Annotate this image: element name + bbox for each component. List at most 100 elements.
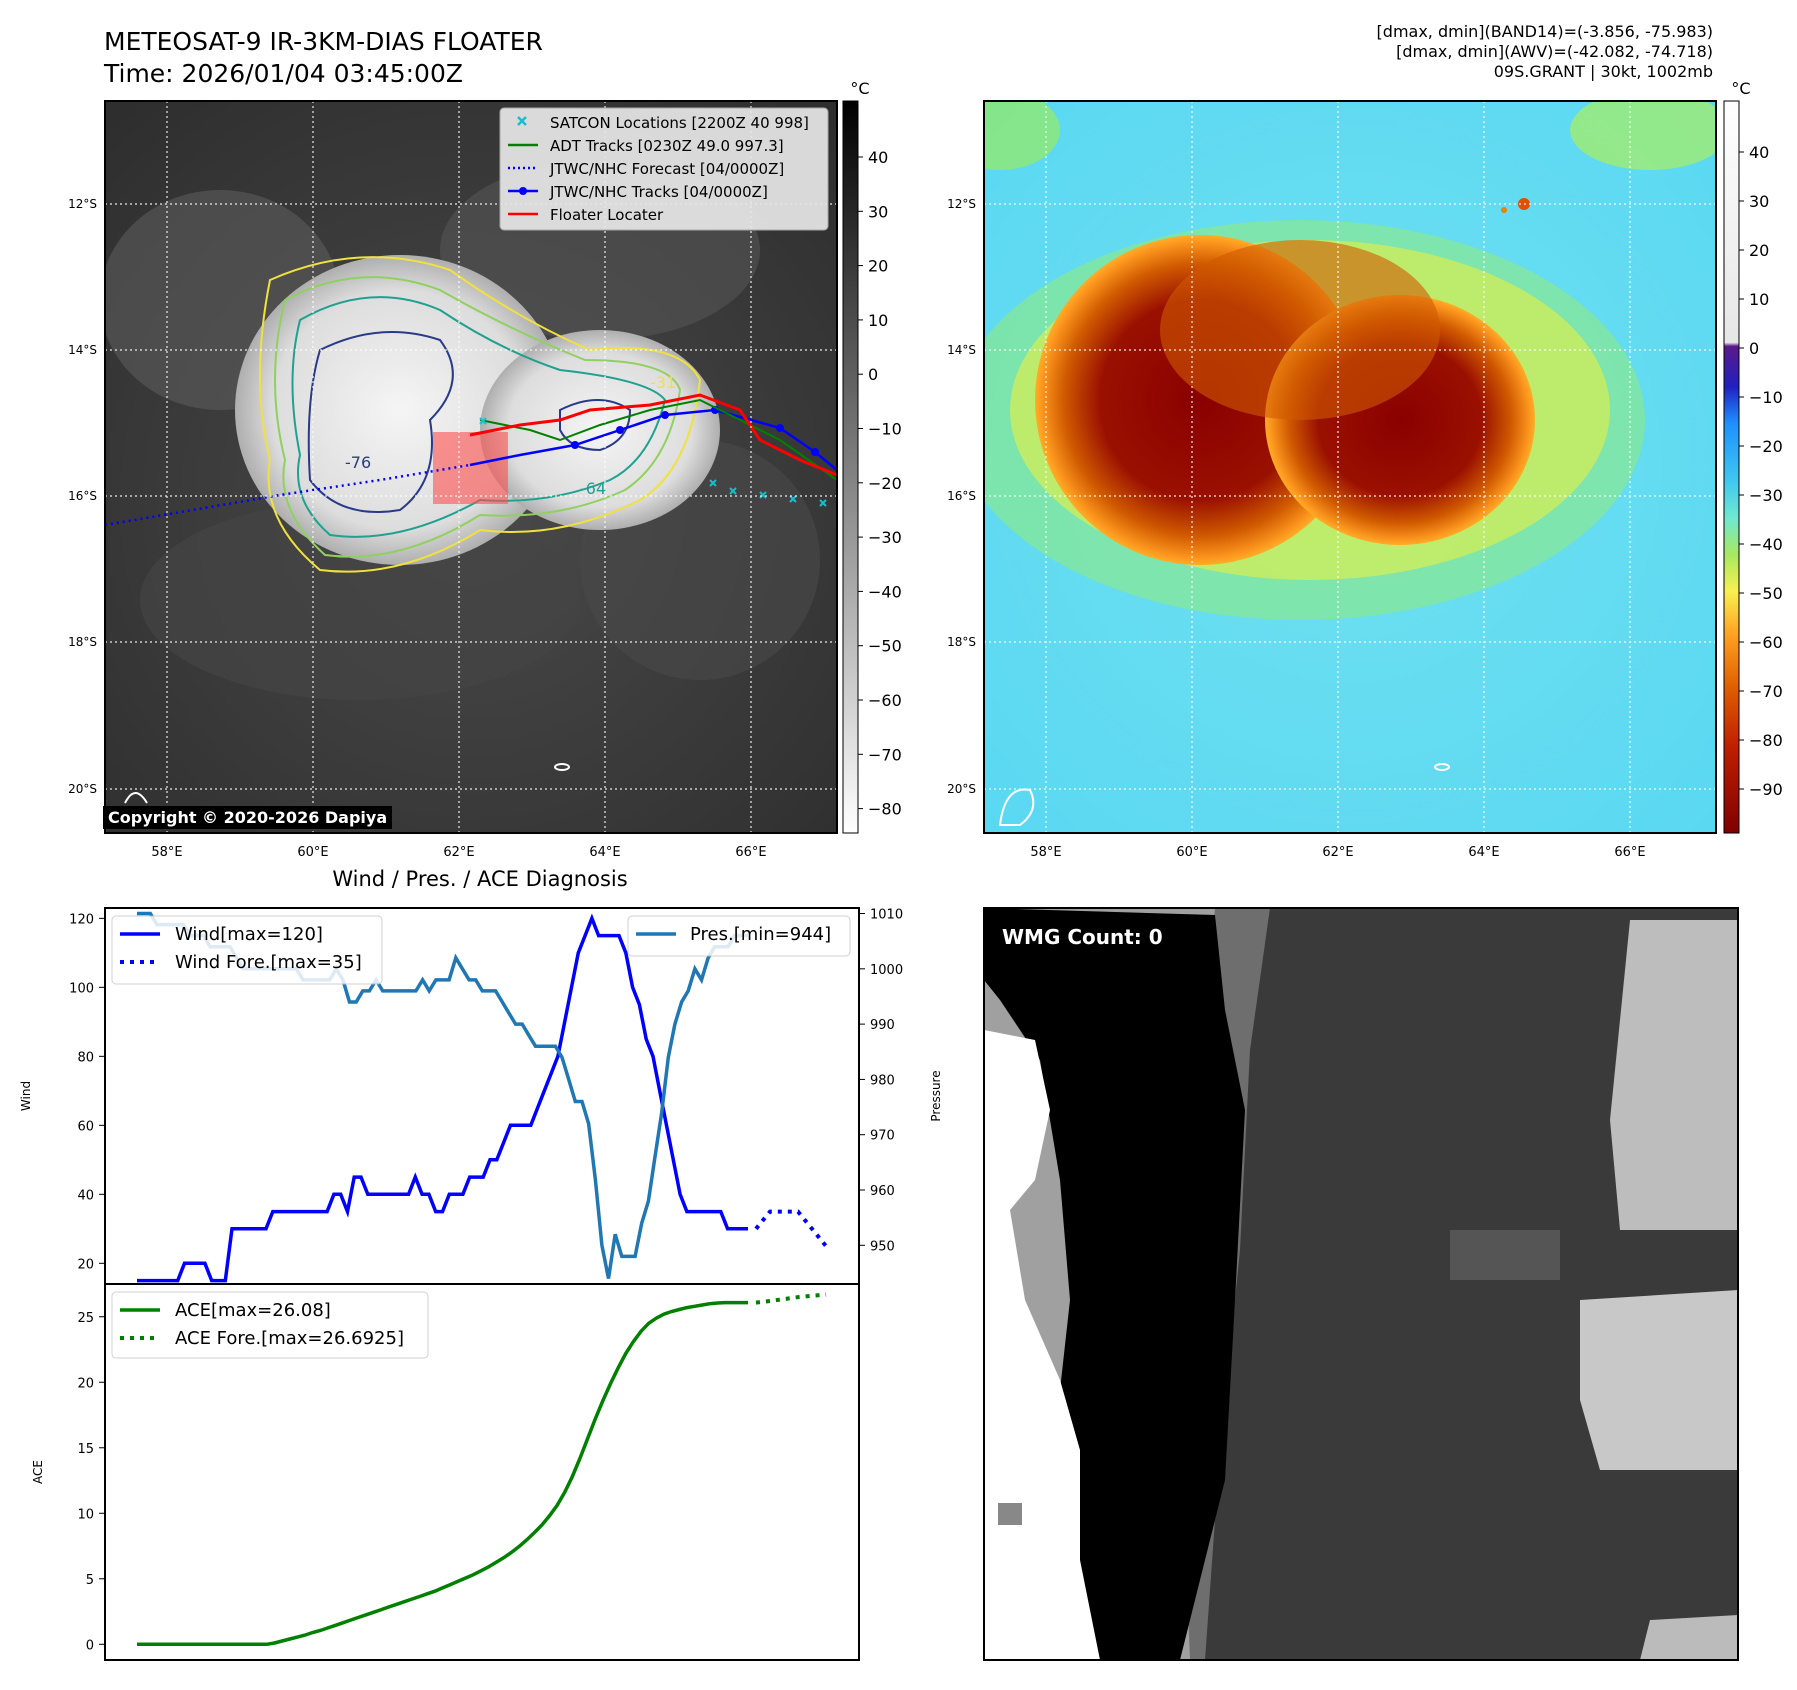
- ace-tick-label: 15: [77, 1442, 94, 1457]
- diag-title: Wind / Pres. / ACE Diagnosis: [332, 867, 627, 891]
- colorbar-tick-label: −60: [868, 691, 902, 710]
- colorbar-tick-label: 30: [868, 202, 888, 221]
- wind-tick-label: 20: [77, 1257, 94, 1272]
- svg-text:60°E: 60°E: [1176, 845, 1207, 860]
- legend-entry-satcon: SATCON Locations [2200Z 40 998]: [517, 114, 809, 132]
- svg-text:60°E: 60°E: [297, 845, 328, 860]
- wind-forecast-line: [754, 1209, 828, 1248]
- satcon-marks: [479, 417, 827, 507]
- legend-wind-fore: Wind Fore.[max=35]: [175, 952, 362, 973]
- colorbar-tick-label: −70: [868, 745, 902, 764]
- colorbar-tick-label: −50: [1749, 584, 1783, 603]
- ace-line: [137, 1300, 748, 1647]
- legend-entry-jtwc-tracks: JTWC/NHC Tracks [04/0000Z]: [508, 183, 768, 201]
- svg-text:20°S: 20°S: [68, 782, 97, 796]
- pressure-tick-label: 950: [870, 1239, 895, 1254]
- colorbar-tick-label: −70: [1749, 682, 1783, 701]
- svg-text:Floater Locater: Floater Locater: [550, 206, 664, 224]
- legend-pressure: Pres.[min=944]: [690, 924, 831, 945]
- svg-text:14°S: 14°S: [947, 343, 976, 357]
- color-gridlines: [984, 101, 1716, 833]
- svg-text:SATCON Locations [2200Z 40 998: SATCON Locations [2200Z 40 998]: [550, 114, 809, 132]
- contour-label: -64: [580, 479, 606, 498]
- colorbar-tick-label: −80: [1749, 731, 1783, 750]
- wind-line: [137, 913, 748, 1283]
- svg-text:18°S: 18°S: [947, 635, 976, 649]
- svg-text:66°E: 66°E: [1614, 845, 1645, 860]
- colorbar-tick-label: −30: [1749, 486, 1783, 505]
- svg-text:16°S: 16°S: [68, 489, 97, 503]
- ace-panel: 0 5 10 15 20 25 ACE ACE[max=26.08] ACE Fore.[…: [31, 1283, 860, 1661]
- copyright-badge: Copyright © 2020-2026 Dapiya: [103, 806, 393, 829]
- svg-text:58°E: 58°E: [1030, 845, 1061, 860]
- svg-text:JTWC/NHC Tracks [04/0000Z]: JTWC/NHC Tracks [04/0000Z]: [549, 183, 768, 201]
- pressure-tick-label: 970: [870, 1129, 895, 1144]
- contour-label: -76: [345, 453, 371, 472]
- pressure-tick-label: 1010: [870, 908, 903, 923]
- wind-tick-label: 120: [69, 912, 94, 927]
- colorbar-tick-label: −90: [1749, 780, 1783, 799]
- svg-text:64°E: 64°E: [1468, 845, 1499, 860]
- ace-tick-label: 5: [86, 1573, 94, 1588]
- ace-axis-label: ACE: [31, 1460, 45, 1484]
- ir-legend: SATCON Locations [2200Z 40 998] ADT Trac…: [499, 107, 829, 231]
- svg-text:62°E: 62°E: [443, 845, 474, 860]
- ace-tick-label: 20: [77, 1376, 94, 1391]
- pressure-tick-label: 1000: [870, 963, 903, 978]
- legend-entry-jtwc-forecast: JTWC/NHC Forecast [04/0000Z]: [508, 160, 784, 178]
- wind-pressure-panel: 20 40 60 80 100 120 950 960 970 980 990 1000 1010 W…: [19, 907, 943, 1285]
- svg-text:12°S: 12°S: [68, 197, 97, 211]
- svg-text:°C: °C: [850, 79, 869, 98]
- colorbar-tick-label: −20: [868, 474, 902, 493]
- pressure-axis-label: Pressure: [929, 1070, 943, 1121]
- title-line-2: Time: 2026/01/04 03:45:00Z: [104, 59, 463, 88]
- svg-text:16°S: 16°S: [947, 489, 976, 503]
- ir-map-panel: -76 -64 -31: [68, 79, 902, 860]
- svg-text:JTWC/NHC Forecast [04/0000Z]: JTWC/NHC Forecast [04/0000Z]: [549, 160, 784, 178]
- figure-title: METEOSAT-9 IR-3KM-DIAS FLOATER Time: 202…: [104, 26, 543, 90]
- floater-locater-line: [469, 393, 837, 477]
- colorbar-tick-label: 20: [868, 257, 888, 276]
- svg-text:18°S: 18°S: [68, 635, 97, 649]
- ir-lat-ticks: 12°S 14°S 16°S 18°S 20°S: [68, 197, 97, 796]
- svg-text:62°E: 62°E: [1322, 845, 1353, 860]
- color-imagery: [984, 101, 1716, 833]
- colorbar-tick-label: 40: [868, 148, 888, 167]
- info-band14: [dmax, dmin](BAND14)=(-3.856, -75.983): [1376, 22, 1713, 41]
- ace-tick-label: 25: [77, 1311, 94, 1326]
- wmg-count-label: WMG Count: 0: [1002, 925, 1163, 949]
- colorbar-tick-label: 30: [1749, 192, 1769, 211]
- title-line-1: METEOSAT-9 IR-3KM-DIAS FLOATER: [104, 27, 543, 56]
- pressure-legend: Pres.[min=944]: [627, 915, 851, 957]
- ace-tick-label: 10: [77, 1507, 94, 1522]
- ir-lon-ticks: 58°E 60°E 62°E 64°E 66°E: [151, 845, 766, 860]
- svg-text:20°S: 20°S: [947, 782, 976, 796]
- legend-ace: ACE[max=26.08]: [175, 1300, 331, 1321]
- legend-ace-fore: ACE Fore.[max=26.6925]: [175, 1328, 404, 1349]
- colorbar-tick-label: 40: [1749, 143, 1769, 162]
- colorbar-tick-label: −40: [1749, 535, 1783, 554]
- info-storm: 09S.GRANT | 30kt, 1002mb: [1493, 62, 1713, 81]
- colorbar-tick-label: −40: [868, 582, 902, 601]
- storm-info: [dmax, dmin](BAND14)=(-3.856, -75.983) […: [1377, 22, 1713, 82]
- colorbar-tick-label: 0: [868, 365, 878, 384]
- colorbar-tick-label: −30: [868, 528, 902, 547]
- colorbar-tick-label: −20: [1749, 437, 1783, 456]
- svg-text:14°S: 14°S: [68, 343, 97, 357]
- colorbar-tick-label: 20: [1749, 241, 1769, 260]
- svg-text:66°E: 66°E: [735, 845, 766, 860]
- legend-entry-floater: Floater Locater: [508, 206, 664, 224]
- colorbar-tick-label: −50: [868, 637, 902, 656]
- color-lon-ticks: 58°E 60°E 62°E 64°E 66°E: [1030, 845, 1645, 860]
- pressure-tick-label: 990: [870, 1018, 895, 1033]
- info-awv: [dmax, dmin](AWV)=(-42.082, -74.718): [1396, 42, 1713, 61]
- adt-track-line: [479, 398, 837, 481]
- wind-legend: Wind[max=120] Wind Fore.[max=35]: [111, 915, 383, 985]
- color-map-panel: 12°S 14°S 16°S 18°S 20°S 58°E 60°E 62°E …: [947, 79, 1783, 860]
- wind-tick-label: 40: [77, 1188, 94, 1203]
- svg-text:ADT Tracks [0230Z 49.0 997.3]: ADT Tracks [0230Z 49.0 997.3]: [550, 137, 784, 155]
- pressure-tick-label: 960: [870, 1184, 895, 1199]
- ace-legend: ACE[max=26.08] ACE Fore.[max=26.6925]: [111, 1291, 429, 1359]
- svg-text:12°S: 12°S: [947, 197, 976, 211]
